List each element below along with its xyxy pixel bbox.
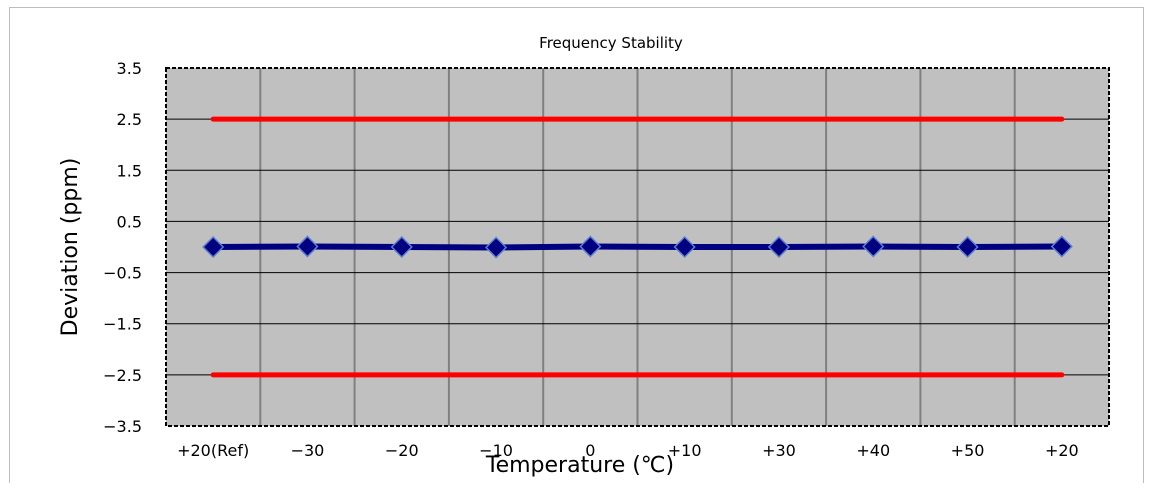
data-point [484, 236, 508, 259]
chart-title: Frequency Stability [539, 34, 683, 52]
x-tick-label: +50 [951, 441, 985, 460]
y-tick-labels: 3.5 2.5 1.5 0.5 −0.5 −1.5 −2.5 −3.5 [103, 59, 142, 436]
series-line [210, 243, 1065, 251]
data-point [296, 235, 319, 258]
x-tick-label: −30 [291, 441, 325, 460]
x-tick-label: −20 [385, 441, 419, 460]
data-point [767, 235, 791, 259]
data-point [1050, 235, 1073, 258]
data-point [862, 235, 885, 258]
x-tick-label: −10 [479, 441, 513, 460]
y-tick-label: 0.5 [117, 212, 142, 231]
y-tick-label: −2.5 [103, 366, 142, 385]
y-tick-label: 2.5 [117, 110, 142, 129]
chart-frame [9, 7, 1144, 483]
x-tick-labels: +20(Ref) −30 −20 −10 0 +10 +30 +40 +50 +20 [177, 441, 1079, 460]
x-tick-label: +20 [1045, 441, 1079, 460]
data-point [956, 235, 979, 259]
series-layer [202, 116, 1073, 378]
x-tick-label: +30 [762, 441, 796, 460]
series-0 [202, 235, 1073, 259]
data-point [673, 235, 696, 259]
data-point [202, 235, 225, 259]
x-tick-label: +40 [856, 441, 890, 460]
data-point [390, 235, 413, 259]
data-point [579, 235, 602, 258]
y-axis-title: Deviation (ppm) [58, 158, 83, 337]
x-axis-title: Temperature (℃) [485, 453, 674, 478]
x-tick-label: 0 [585, 441, 595, 460]
x-tick-label: +10 [668, 441, 702, 460]
x-tick-label: +20(Ref) [177, 441, 249, 460]
plot-border [165, 67, 1110, 427]
y-tick-label: −1.5 [103, 315, 142, 334]
y-tick-label: 1.5 [117, 161, 142, 180]
y-tick-label: −0.5 [103, 264, 142, 283]
y-tick-label: −3.5 [103, 417, 142, 436]
y-tick-label: 3.5 [117, 59, 142, 78]
